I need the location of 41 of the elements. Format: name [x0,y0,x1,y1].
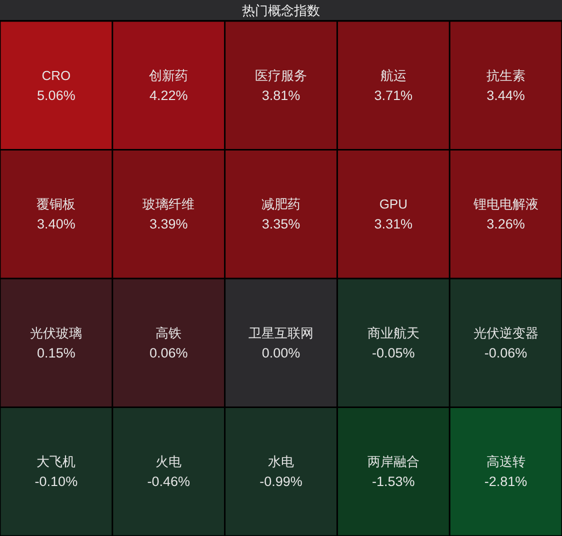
name: 商业航天 [367,325,420,340]
value: 0.06% [149,345,188,360]
value: 5.06% [37,88,76,103]
name: 卫星互联网 [248,325,314,340]
name: 减肥药 [262,196,300,212]
value: 3.39% [149,216,188,232]
value: -0.46% [147,474,190,490]
name: 两岸融合 [367,454,420,470]
value: -0.05% [372,345,415,360]
name: 大飞机 [36,454,76,470]
value: 3.31% [374,216,413,232]
name: 高铁 [156,325,182,340]
value: 3.44% [486,88,525,103]
name: 水电 [268,454,294,470]
name: 锂电电解液 [473,196,538,212]
value: -0.06% [484,345,528,360]
value: 0.15% [37,345,76,360]
title: 热门概念指数 [242,3,320,18]
name: 高送转 [486,454,526,470]
name: GPU [379,196,408,212]
value: -0.10% [34,474,78,490]
value: 3.26% [486,216,525,232]
name: 航运 [380,68,406,83]
value: -1.53% [372,474,415,490]
value: -0.99% [260,474,302,490]
name: 火电 [156,454,182,470]
value: 3.35% [262,216,300,232]
value: 0.00% [262,345,300,360]
value: 3.40% [37,216,76,232]
name: 光伏逆变器 [473,325,538,340]
value: -2.81% [484,474,528,490]
name: CRO [42,68,71,83]
name: 光伏玻璃 [30,325,82,340]
name: 玻璃纤维 [142,196,195,212]
value: 3.81% [262,88,300,103]
name: 医疗服务 [255,68,307,83]
value: 3.71% [374,88,413,103]
value: 4.22% [149,88,188,103]
name: 覆铜板 [36,196,76,212]
name: 抗生素 [486,68,526,83]
name: 创新药 [149,68,188,83]
